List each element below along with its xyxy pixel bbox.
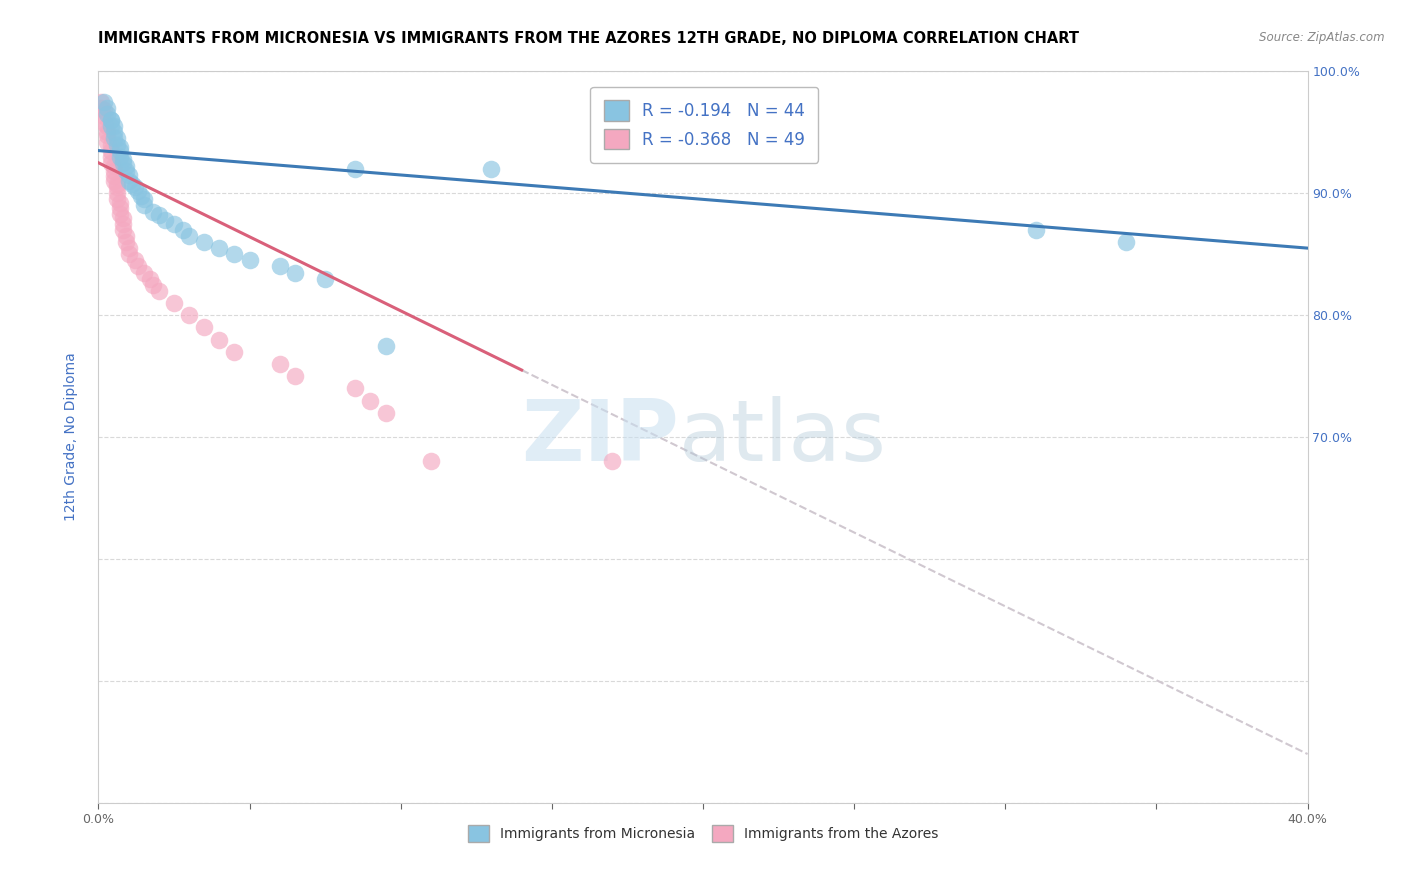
Point	[132, 192, 155, 206]
Point	[142, 277, 165, 292]
Point	[420, 454, 443, 468]
Point	[105, 186, 128, 201]
Point	[269, 357, 291, 371]
Point	[179, 228, 201, 243]
Point	[344, 381, 367, 395]
Point	[602, 454, 624, 468]
Point	[139, 271, 162, 285]
Point	[193, 320, 215, 334]
Point	[132, 198, 155, 212]
Point	[111, 223, 134, 237]
Point	[163, 217, 186, 231]
Point	[100, 155, 122, 169]
Point	[114, 228, 136, 243]
Point	[118, 241, 141, 255]
Point	[1115, 235, 1137, 249]
Point	[103, 131, 125, 145]
Point	[90, 95, 112, 109]
Point	[127, 260, 149, 274]
Point	[111, 211, 134, 225]
Point	[108, 150, 131, 164]
Point	[93, 103, 115, 118]
Point	[360, 393, 382, 408]
Point	[129, 188, 152, 202]
Point	[224, 344, 246, 359]
Point	[103, 125, 125, 139]
Point	[1024, 223, 1046, 237]
Point	[96, 135, 118, 149]
Point	[374, 406, 396, 420]
Point	[127, 184, 149, 198]
Point	[179, 308, 201, 322]
Point	[103, 160, 125, 174]
Point	[132, 266, 155, 280]
Point	[105, 131, 128, 145]
Point	[224, 247, 246, 261]
Point	[284, 266, 307, 280]
Point	[93, 95, 115, 109]
Text: atlas: atlas	[679, 395, 887, 479]
Point	[124, 253, 146, 268]
Text: Source: ZipAtlas.com: Source: ZipAtlas.com	[1260, 31, 1385, 45]
Point	[163, 296, 186, 310]
Point	[103, 119, 125, 133]
Point	[153, 213, 176, 227]
Point	[111, 152, 134, 166]
Point	[374, 338, 396, 352]
Point	[108, 140, 131, 154]
Point	[105, 137, 128, 152]
Point	[124, 180, 146, 194]
Point	[118, 247, 141, 261]
Point	[105, 192, 128, 206]
Point	[108, 196, 131, 211]
Point	[118, 174, 141, 188]
Point	[193, 235, 215, 249]
Point	[114, 160, 136, 174]
Point	[208, 333, 231, 347]
Point	[100, 113, 122, 128]
Point	[96, 107, 118, 121]
Point	[105, 177, 128, 191]
Point	[114, 164, 136, 178]
Point	[96, 125, 118, 139]
Text: IMMIGRANTS FROM MICRONESIA VS IMMIGRANTS FROM THE AZORES 12TH GRADE, NO DIPLOMA : IMMIGRANTS FROM MICRONESIA VS IMMIGRANTS…	[98, 31, 1080, 46]
Point	[100, 137, 122, 152]
Point	[344, 161, 367, 176]
Point	[100, 113, 122, 128]
Point	[108, 207, 131, 221]
Point	[148, 208, 170, 222]
Point	[100, 144, 122, 158]
Point	[100, 119, 122, 133]
Point	[118, 168, 141, 182]
Y-axis label: 12th Grade, No Diploma: 12th Grade, No Diploma	[63, 352, 77, 522]
Point	[96, 119, 118, 133]
Point	[96, 101, 118, 115]
Point	[105, 180, 128, 194]
Point	[108, 144, 131, 158]
Point	[111, 217, 134, 231]
Point	[142, 204, 165, 219]
Point	[481, 161, 503, 176]
Point	[121, 177, 143, 191]
Point	[100, 150, 122, 164]
Point	[90, 101, 112, 115]
Point	[148, 284, 170, 298]
Point	[103, 164, 125, 178]
Point	[96, 128, 118, 142]
Point	[314, 271, 336, 285]
Point	[103, 174, 125, 188]
Point	[108, 201, 131, 215]
Point	[284, 369, 307, 384]
Point	[208, 241, 231, 255]
Point	[103, 169, 125, 184]
Point	[172, 223, 194, 237]
Text: ZIP: ZIP	[522, 395, 679, 479]
Point	[239, 253, 262, 268]
Point	[93, 110, 115, 124]
Point	[111, 155, 134, 169]
Point	[269, 260, 291, 274]
Legend: Immigrants from Micronesia, Immigrants from the Azores: Immigrants from Micronesia, Immigrants f…	[463, 819, 943, 847]
Point	[93, 115, 115, 129]
Point	[114, 235, 136, 249]
